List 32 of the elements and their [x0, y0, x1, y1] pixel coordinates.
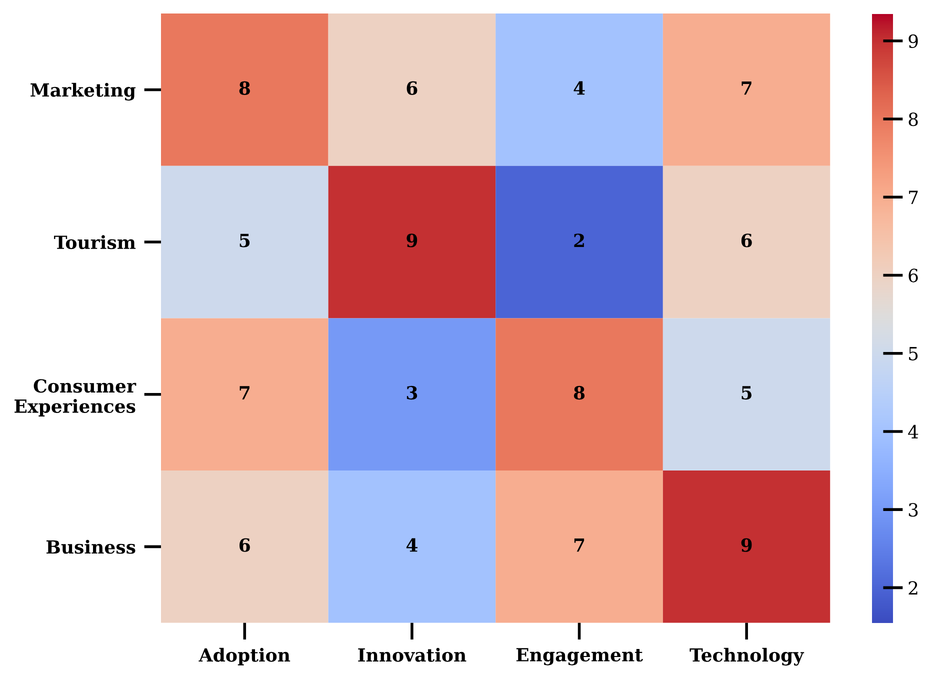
data-label: 3: [406, 386, 418, 400]
data-label: 6: [406, 81, 418, 95]
color-bar-label: 9: [908, 34, 918, 48]
color-bar-label: 8: [908, 112, 918, 126]
color-bar-label: 2: [908, 581, 918, 595]
data-label: 9: [741, 538, 752, 552]
data-label: 7: [742, 82, 752, 95]
data-label: 9: [406, 234, 418, 248]
y-tick-label: Business: [46, 540, 136, 554]
data-label: 6: [240, 538, 250, 552]
data-label: 7: [240, 386, 250, 400]
y-tick-label: Tourism: [54, 235, 136, 250]
x-tick-label: Adoption: [198, 648, 290, 666]
data-label: 6: [741, 234, 752, 248]
x-tick-label: Engagement: [516, 648, 643, 666]
data-label: 5: [240, 234, 250, 248]
color-bar-label: 6: [908, 268, 918, 282]
y-tick-label: Consumer Experiences: [14, 379, 136, 416]
data-label: 7: [574, 538, 584, 552]
color-bar-label: 3: [908, 503, 918, 517]
data-label: 5: [742, 386, 752, 400]
color-bar-label: 5: [909, 347, 918, 360]
y-tick-label: Marketing: [30, 82, 136, 101]
x-tick-label: Technology: [690, 648, 804, 666]
data-label: 8: [574, 386, 585, 400]
data-label: 4: [406, 538, 418, 552]
color-bar-label: 7: [909, 190, 918, 204]
color-bar-label: 4: [908, 424, 918, 438]
data-label: 2: [574, 234, 584, 248]
data-label: 4: [574, 81, 585, 95]
x-tick-label: Innovation: [358, 648, 466, 662]
data-label: 8: [239, 81, 250, 95]
